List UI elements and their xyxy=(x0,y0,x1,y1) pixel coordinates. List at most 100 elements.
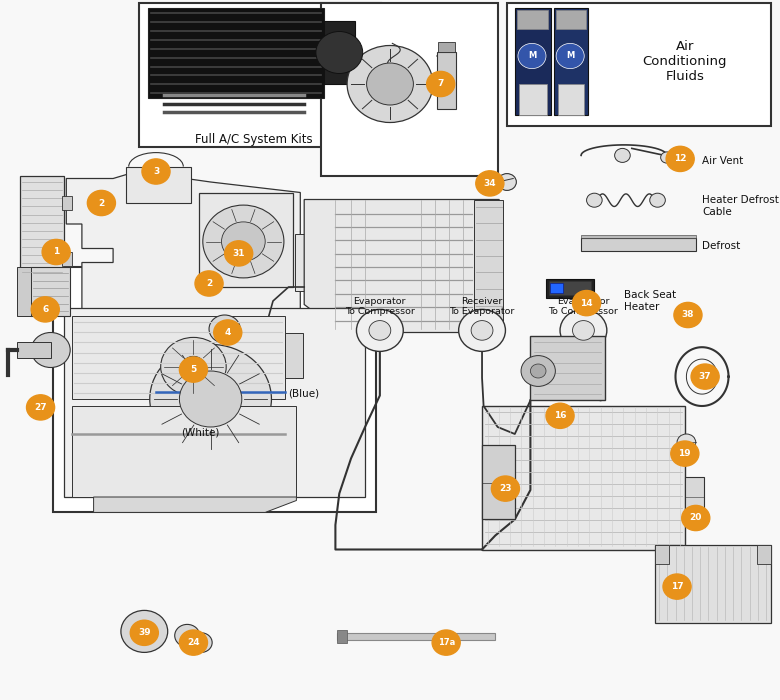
Bar xyxy=(517,10,548,29)
Text: 23: 23 xyxy=(499,484,512,493)
Circle shape xyxy=(27,395,55,420)
Circle shape xyxy=(682,505,710,531)
Circle shape xyxy=(179,357,207,382)
Bar xyxy=(507,3,771,126)
Circle shape xyxy=(222,222,265,261)
Text: Full A/C System Kits: Full A/C System Kits xyxy=(195,134,312,146)
Text: M: M xyxy=(566,52,574,60)
Circle shape xyxy=(615,148,630,162)
Bar xyxy=(549,281,591,295)
Bar xyxy=(72,316,285,399)
Circle shape xyxy=(225,241,253,266)
Circle shape xyxy=(31,332,70,368)
Circle shape xyxy=(459,309,505,351)
Circle shape xyxy=(121,610,168,652)
Bar xyxy=(30,267,70,316)
Circle shape xyxy=(546,403,574,428)
Bar xyxy=(685,477,704,517)
Bar xyxy=(62,252,72,266)
Bar xyxy=(558,84,584,115)
Text: 2: 2 xyxy=(206,279,212,288)
Circle shape xyxy=(663,574,691,599)
Circle shape xyxy=(650,193,665,207)
Bar xyxy=(126,167,191,203)
Circle shape xyxy=(214,320,242,345)
Circle shape xyxy=(573,321,594,340)
Bar xyxy=(164,336,226,386)
Text: Air
Conditioning
Fluids: Air Conditioning Fluids xyxy=(643,40,727,83)
Circle shape xyxy=(530,364,546,378)
Text: 7: 7 xyxy=(438,80,444,88)
Bar xyxy=(581,234,696,238)
Text: 4: 4 xyxy=(225,328,231,337)
Circle shape xyxy=(203,205,284,278)
Bar xyxy=(530,336,605,400)
Circle shape xyxy=(432,630,460,655)
Bar xyxy=(337,630,347,643)
Text: 17: 17 xyxy=(671,582,683,591)
Text: 20: 20 xyxy=(690,514,702,522)
Text: Air Vent: Air Vent xyxy=(702,156,743,166)
Bar xyxy=(64,308,365,497)
Text: 16: 16 xyxy=(554,412,566,420)
Text: 31: 31 xyxy=(232,249,245,258)
Bar xyxy=(139,3,381,147)
Bar xyxy=(17,342,51,358)
Circle shape xyxy=(190,633,212,652)
Bar xyxy=(438,42,455,52)
Bar xyxy=(482,444,515,519)
Circle shape xyxy=(195,271,223,296)
Bar xyxy=(482,406,685,550)
Bar xyxy=(199,193,292,287)
Bar xyxy=(72,406,296,497)
Bar xyxy=(20,176,64,276)
Text: Heater Defrost
Cable: Heater Defrost Cable xyxy=(702,195,779,216)
Text: 37: 37 xyxy=(699,372,711,381)
Text: 19: 19 xyxy=(679,449,691,458)
Bar xyxy=(53,267,376,512)
Text: Back Seat
Heater: Back Seat Heater xyxy=(624,290,676,312)
Bar xyxy=(519,84,547,115)
Text: M: M xyxy=(528,52,536,60)
Circle shape xyxy=(666,146,694,172)
Circle shape xyxy=(209,315,240,343)
Circle shape xyxy=(198,273,220,293)
Circle shape xyxy=(560,309,607,351)
Circle shape xyxy=(476,171,504,196)
Bar xyxy=(62,196,72,210)
Circle shape xyxy=(518,43,546,69)
Text: Defrost: Defrost xyxy=(702,241,740,251)
Text: Evaporator
To Compressor: Evaporator To Compressor xyxy=(548,297,619,316)
Circle shape xyxy=(369,321,391,340)
Circle shape xyxy=(89,192,111,211)
Circle shape xyxy=(161,337,226,396)
Circle shape xyxy=(521,356,555,386)
Circle shape xyxy=(42,239,70,265)
Bar xyxy=(546,279,594,298)
Circle shape xyxy=(182,356,205,377)
Bar xyxy=(17,267,31,316)
Bar xyxy=(554,8,588,115)
Polygon shape xyxy=(66,172,300,378)
Text: 17a: 17a xyxy=(438,638,455,647)
Bar xyxy=(556,10,586,29)
Bar xyxy=(757,545,771,564)
Circle shape xyxy=(179,630,207,655)
Circle shape xyxy=(587,193,602,207)
Circle shape xyxy=(175,624,200,647)
Circle shape xyxy=(661,152,673,163)
Bar xyxy=(655,545,771,623)
Bar xyxy=(581,238,696,251)
Circle shape xyxy=(691,364,719,389)
Bar xyxy=(295,234,324,290)
Text: 1: 1 xyxy=(53,248,59,256)
Bar xyxy=(337,633,495,640)
Circle shape xyxy=(498,174,516,190)
Bar xyxy=(285,332,303,378)
Text: 24: 24 xyxy=(187,638,200,647)
Text: 38: 38 xyxy=(682,311,694,319)
Text: 6: 6 xyxy=(42,305,48,314)
Bar xyxy=(515,8,551,115)
Circle shape xyxy=(142,159,170,184)
Circle shape xyxy=(491,476,519,501)
